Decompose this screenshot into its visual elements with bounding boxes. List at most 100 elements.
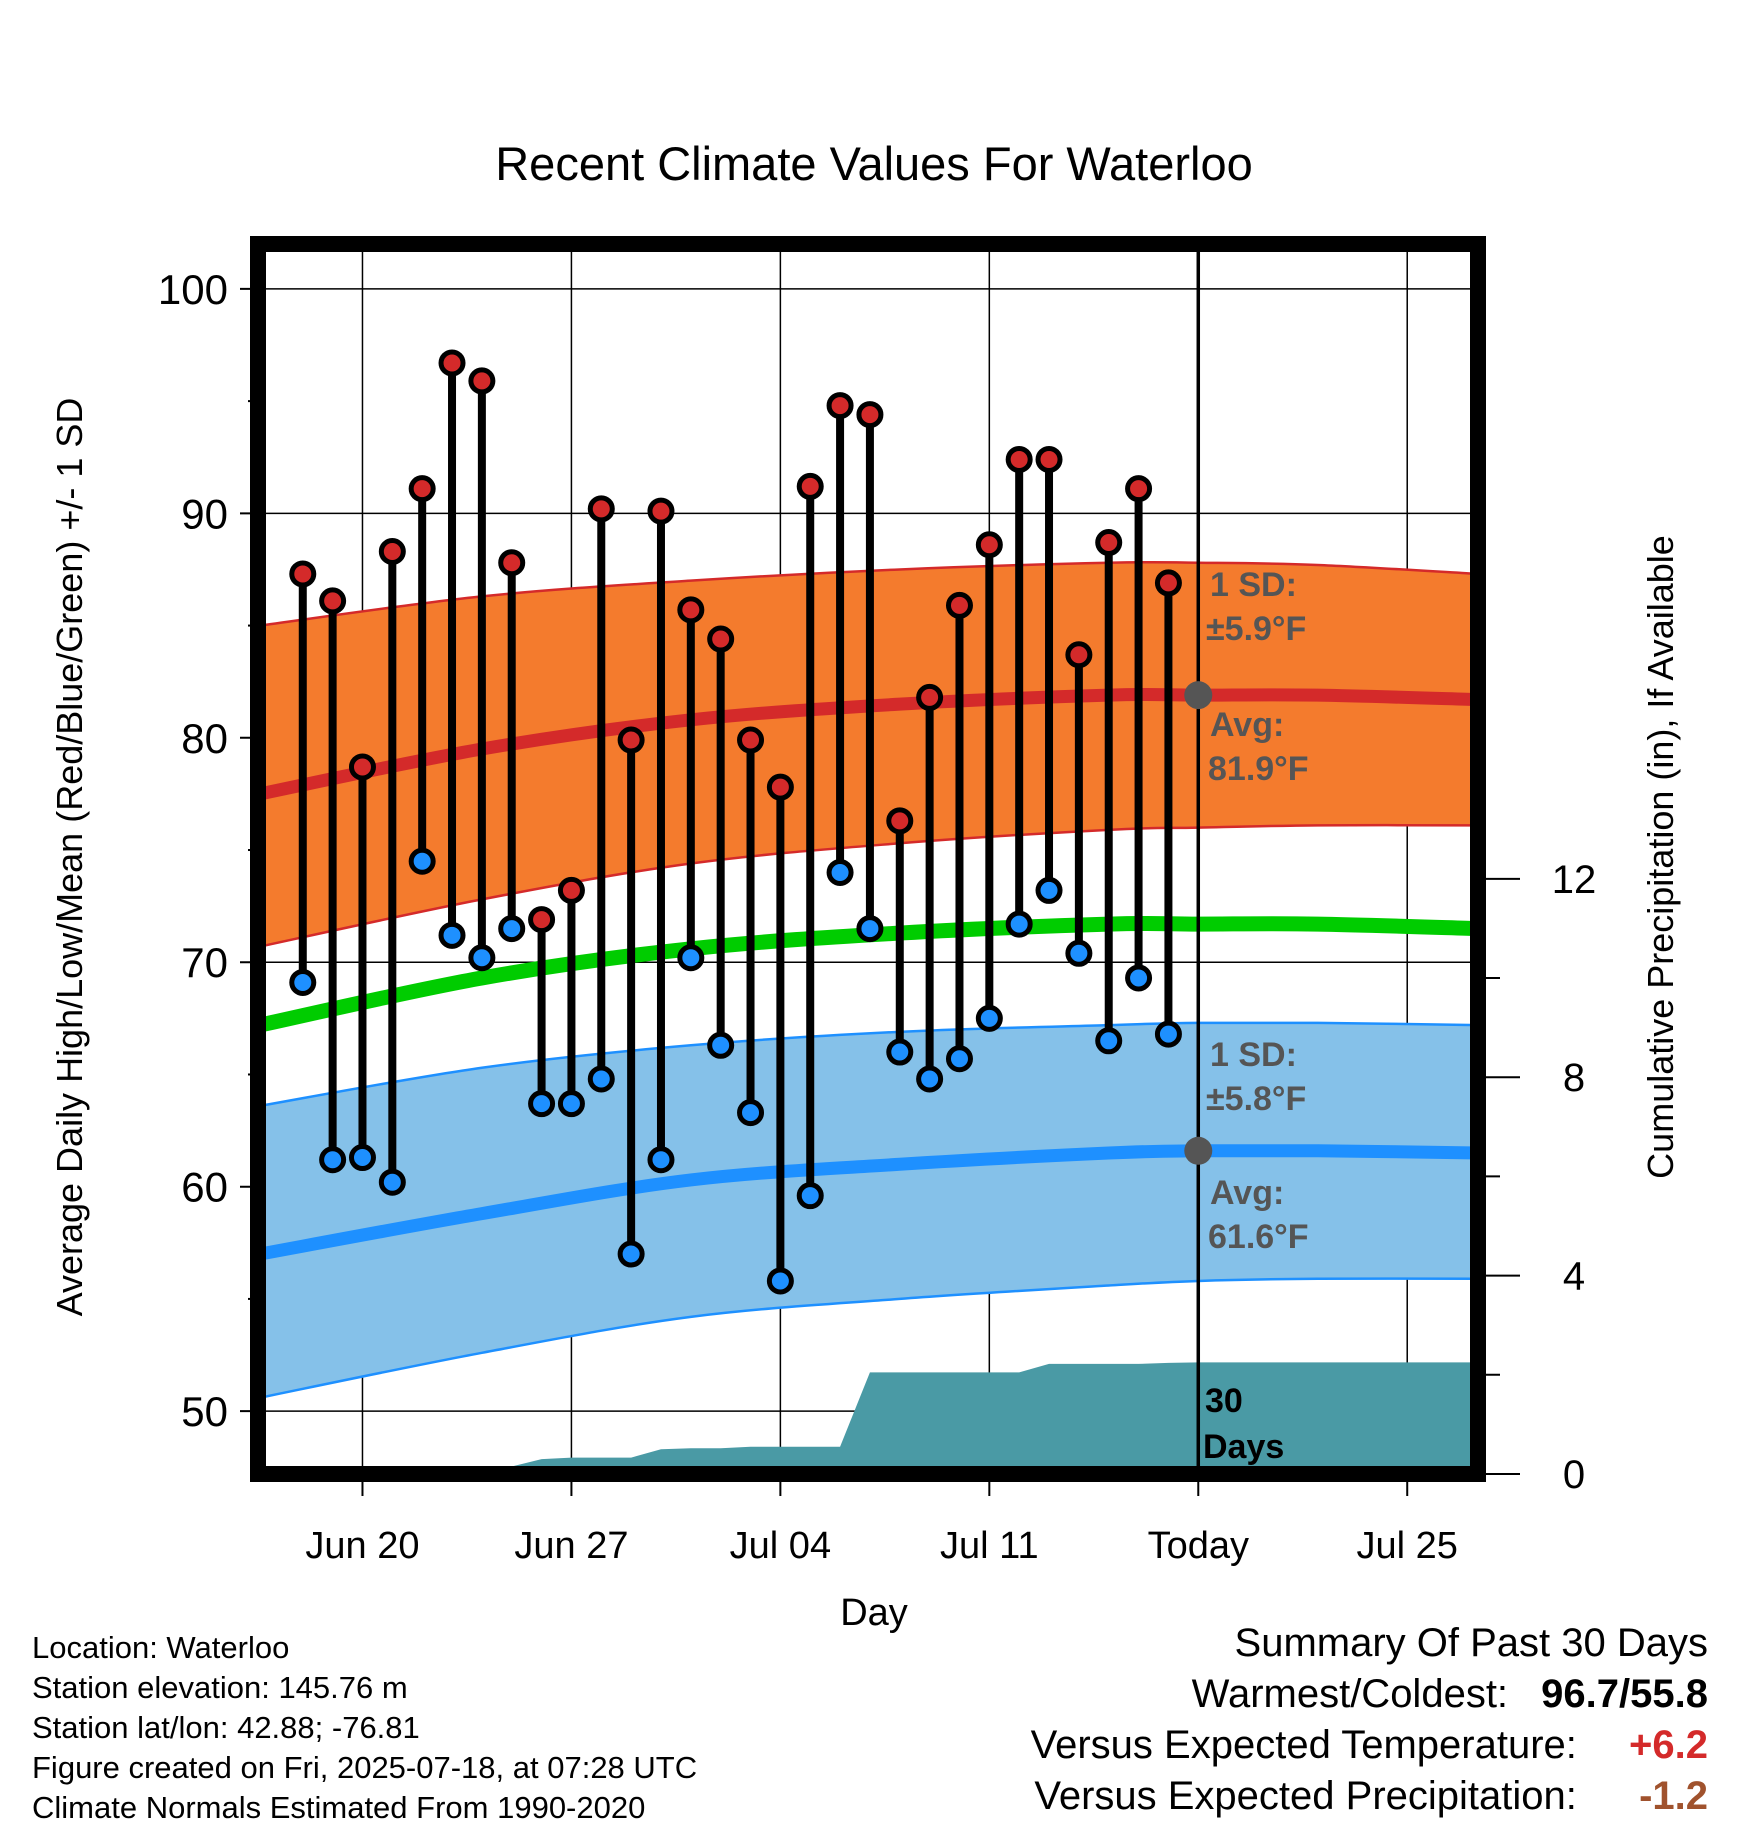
x-tick-label-5: Jul 25 [1357, 1525, 1458, 1567]
y-axis-label: Average Daily High/Low/Mean (Red/Blue/Gr… [49, 398, 90, 1317]
y-tick-label-50: 50 [181, 1388, 228, 1435]
high-point-18 [826, 392, 854, 420]
low-point-22 [945, 1045, 973, 1073]
high-point-11 [617, 726, 645, 754]
low-point-6 [468, 944, 496, 972]
high-point-2 [348, 753, 376, 781]
low-point-9 [557, 1090, 585, 1118]
low-point-11 [617, 1240, 645, 1268]
today-avg-low-marker [1184, 1136, 1213, 1165]
x-tick-label-3: Jul 11 [940, 1525, 1039, 1567]
low-point-1 [319, 1146, 347, 1174]
low-point-0 [289, 968, 317, 996]
y-tick-label-90: 90 [181, 490, 228, 537]
high-avg-value: 81.9°F [1208, 750, 1309, 788]
high-point-20 [886, 807, 914, 835]
precip-anomaly-value: -1.2 [1639, 1774, 1708, 1818]
high-sd-label: 1 SD: [1210, 566, 1297, 604]
high-point-8 [528, 906, 556, 934]
x-axis-label: Day [840, 1592, 908, 1634]
low-point-27 [1095, 1027, 1123, 1055]
high-point-27 [1095, 529, 1123, 557]
x-tick-label-2: Jul 04 [730, 1525, 831, 1567]
daily-bars [289, 349, 1182, 1295]
high-point-0 [289, 560, 317, 588]
avg-mean-line [258, 915, 1478, 1033]
high-point-24 [1005, 445, 1033, 473]
high-point-7 [498, 549, 526, 577]
low-sd-upper-line [259, 1021, 1478, 1108]
high-point-23 [975, 531, 1003, 559]
low-point-28 [1125, 964, 1153, 992]
low-point-18 [826, 858, 854, 886]
low-sd-label: 1 SD: [1210, 1036, 1297, 1074]
low-point-15 [737, 1099, 765, 1127]
low-point-19 [856, 915, 884, 943]
summary-title: Summary Of Past 30 Days [1234, 1621, 1708, 1665]
y-tick-label-80: 80 [181, 715, 228, 762]
high-point-16 [766, 773, 794, 801]
high-avg-label: Avg: [1210, 706, 1284, 744]
low-point-25 [1035, 876, 1063, 904]
low-point-8 [528, 1090, 556, 1118]
today-avg-high-marker [1184, 681, 1213, 710]
y2-tick-label-8: 8 [1563, 1056, 1585, 1100]
low-point-7 [498, 915, 526, 943]
days-label-number: 30 [1205, 1382, 1243, 1420]
summary-panel: Summary Of Past 30 Days Warmest/Coldest:… [1031, 1618, 1708, 1822]
low-point-21 [916, 1065, 944, 1093]
high-point-21 [916, 683, 944, 711]
chart-title: Recent Climate Values For Waterloo [495, 137, 1253, 190]
y2-axis-label: Cumulative Precipitation (in), If Availa… [1640, 535, 1681, 1179]
low-avg-label: Avg: [1210, 1174, 1284, 1212]
y2-tick-label-4: 4 [1563, 1255, 1585, 1299]
y2-tick-label-0: 0 [1563, 1453, 1585, 1497]
normals-text: Climate Normals Estimated From 1990-2020 [32, 1790, 646, 1825]
low-point-5 [438, 921, 466, 949]
low-point-13 [677, 944, 705, 972]
high-point-19 [856, 401, 884, 429]
low-point-29 [1154, 1020, 1182, 1048]
x-tick-label-4: Today [1148, 1525, 1249, 1567]
high-point-14 [707, 625, 735, 653]
high-point-1 [319, 587, 347, 615]
x-tick-label-1: Jun 27 [514, 1525, 628, 1567]
low-point-14 [707, 1031, 735, 1059]
low-point-2 [348, 1144, 376, 1172]
plot-frame [250, 236, 1486, 1482]
low-sd-band [260, 1022, 1478, 1398]
low-sd-lower-line [259, 1277, 1478, 1399]
y2-tick-label-12: 12 [1552, 858, 1597, 902]
y-tick-label-70: 70 [181, 939, 228, 986]
low-point-26 [1065, 939, 1093, 967]
high-point-5 [438, 349, 466, 377]
temp-anomaly-label: Versus Expected Temperature: [1030, 1723, 1577, 1767]
low-point-20 [886, 1038, 914, 1066]
low-point-12 [647, 1146, 675, 1174]
high-point-25 [1035, 445, 1063, 473]
high-point-13 [677, 596, 705, 624]
warmest-label: Warmest/Coldest: [1191, 1672, 1509, 1716]
high-point-26 [1065, 641, 1093, 669]
low-point-17 [796, 1182, 824, 1210]
high-point-10 [587, 495, 615, 523]
low-sd-value: ±5.8°F [1206, 1080, 1306, 1118]
low-avg-value: 61.6°F [1208, 1218, 1309, 1256]
low-point-23 [975, 1004, 1003, 1032]
low-point-24 [1005, 910, 1033, 938]
x-tick-label-0: Jun 20 [305, 1525, 419, 1567]
y-tick-label-100: 100 [158, 266, 228, 313]
plot-area: 1 SD: ±5.9°F Avg: 81.9°F 1 SD: ±5.8°F Avg: 61.6… [158, 236, 1597, 1567]
high-point-28 [1125, 475, 1153, 503]
created-text: Figure created on Fri, 2025-07-18, at 07… [32, 1750, 698, 1785]
low-point-3 [378, 1168, 406, 1196]
high-point-15 [737, 726, 765, 754]
precip-anomaly-label: Versus Expected Precipitation: [1034, 1774, 1577, 1818]
elevation-text: Station elevation: 145.76 m [32, 1670, 408, 1705]
latlon-text: Station lat/lon: 42.88; -76.81 [32, 1710, 420, 1745]
low-point-16 [766, 1267, 794, 1295]
days-label-text: Days [1203, 1428, 1284, 1466]
low-point-10 [587, 1065, 615, 1093]
low-point-4 [408, 847, 436, 875]
